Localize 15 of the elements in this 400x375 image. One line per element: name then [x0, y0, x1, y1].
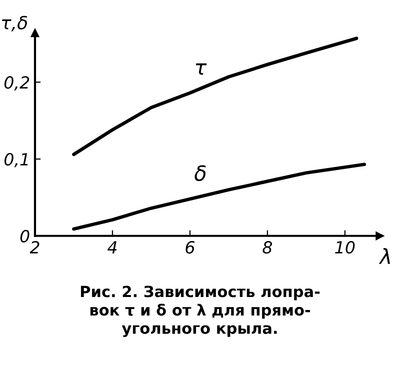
line-series: [72, 162, 366, 231]
x-tick-label: 10: [335, 241, 355, 254]
line-series: [72, 36, 358, 156]
series-label: τ: [196, 63, 207, 75]
y-tick-label: 0,2: [4, 76, 30, 90]
x-tick-label: 2: [30, 241, 40, 254]
x-tick-label: 8: [262, 241, 272, 254]
y-axis-title: τ,δ: [2, 16, 28, 32]
y-tick-label: 0,1: [4, 152, 28, 168]
x-axis-title: λ: [378, 248, 390, 264]
series-label: δ: [194, 165, 206, 182]
text: Рис. 2. Зависимость лопра- вок τ и δ от λ для прямо- угольного крыла.: [80, 286, 320, 338]
x-tick-label: 6: [186, 241, 195, 254]
y-tick-label: 0: [20, 230, 30, 242]
x-tick-label: 4: [107, 241, 117, 254]
